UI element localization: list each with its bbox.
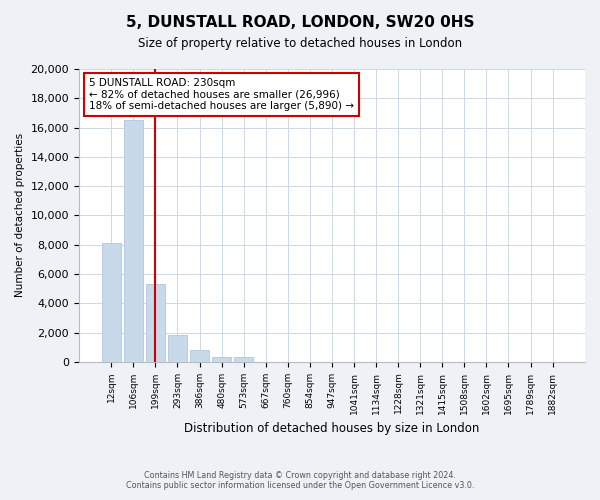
Bar — [146, 284, 165, 362]
Y-axis label: Number of detached properties: Number of detached properties — [15, 134, 25, 298]
Text: Contains HM Land Registry data © Crown copyright and database right 2024.
Contai: Contains HM Land Registry data © Crown c… — [126, 470, 474, 490]
Bar — [102, 243, 121, 362]
Bar — [190, 350, 209, 362]
Bar — [124, 120, 143, 362]
Text: 5 DUNSTALL ROAD: 230sqm
← 82% of detached houses are smaller (26,996)
18% of sem: 5 DUNSTALL ROAD: 230sqm ← 82% of detache… — [89, 78, 354, 111]
Bar — [212, 358, 231, 362]
Text: 5, DUNSTALL ROAD, LONDON, SW20 0HS: 5, DUNSTALL ROAD, LONDON, SW20 0HS — [126, 15, 474, 30]
Bar — [235, 358, 253, 362]
X-axis label: Distribution of detached houses by size in London: Distribution of detached houses by size … — [184, 422, 479, 435]
Text: Size of property relative to detached houses in London: Size of property relative to detached ho… — [138, 38, 462, 51]
Bar — [168, 336, 187, 362]
